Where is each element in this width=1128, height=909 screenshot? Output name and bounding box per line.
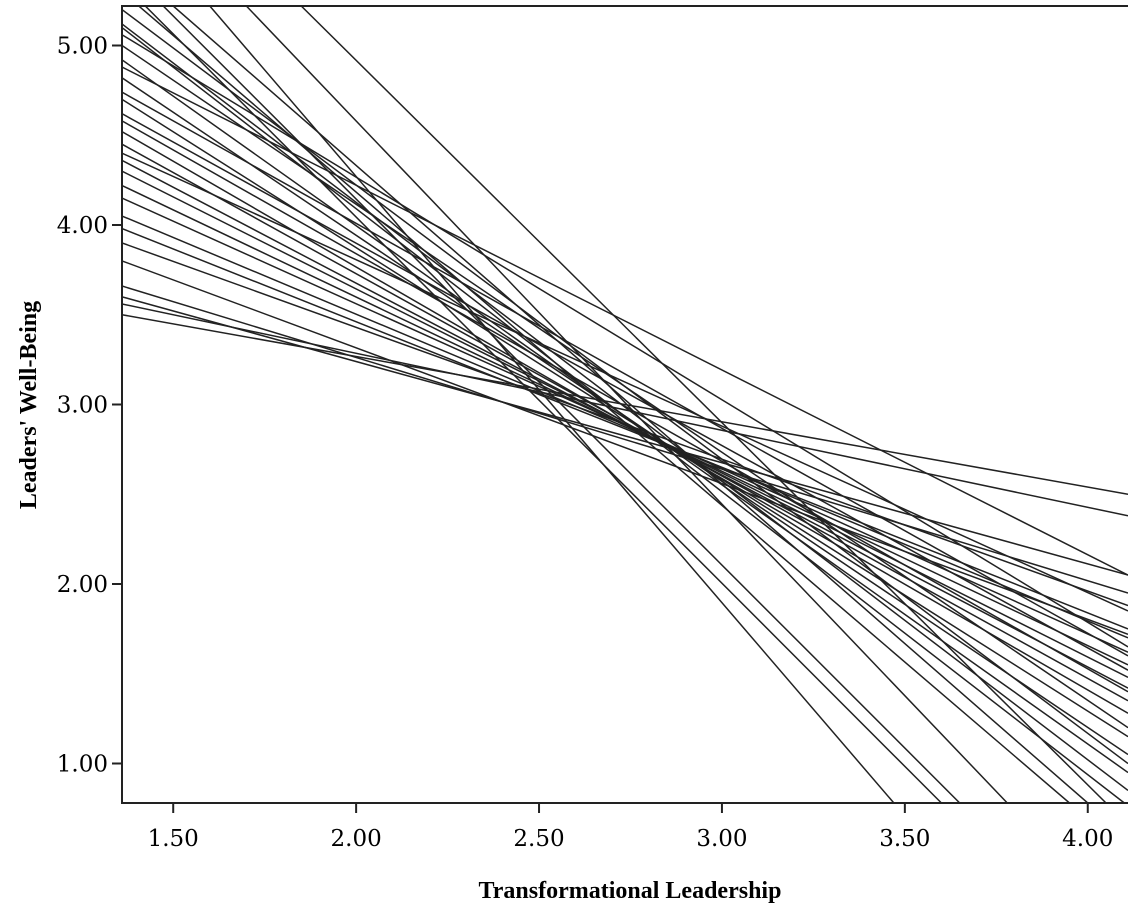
series-line-30 [300,6,1107,803]
x-tick-label: 2.50 [513,826,564,852]
x-axis-title: Transformational Leadership [479,878,782,904]
x-axis-ticks: 1.50 2.00 2.50 3.00 3.50 4.00 [148,803,1113,852]
series-lines [122,6,1128,803]
series-line-6 [122,227,1128,630]
series-line-25 [122,152,1128,612]
series-line-24 [122,66,1128,576]
series-line-34 [172,6,1089,803]
series-line-27 [144,6,942,803]
series-line-33 [122,26,1125,803]
series-line-31 [162,6,961,803]
x-tick-label: 2.00 [331,826,382,852]
series-line-17 [122,91,1128,657]
y-axis-ticks: 1.00 2.00 3.00 4.00 5.00 [57,33,122,778]
x-tick-label: 3.50 [879,826,930,852]
series-line-15 [122,113,1128,671]
y-tick-label: 2.00 [57,572,108,598]
y-tick-label: 3.00 [57,393,108,419]
series-line-21 [122,34,1128,648]
series-line-4 [122,285,1128,594]
series-line-3 [122,296,1128,576]
x-tick-label: 3.00 [696,826,747,852]
y-tick-label: 4.00 [57,213,108,239]
series-line-32 [137,6,1070,803]
series-line-11 [122,159,1128,689]
series-line-26 [122,260,1128,635]
x-tick-label: 1.50 [148,826,199,852]
series-line-16 [122,98,1128,738]
series-line-28 [209,6,895,803]
series-line-2 [122,303,1128,517]
series-line-7 [122,215,1128,639]
series-line-9 [122,184,1128,666]
series-line-23 [122,8,1128,765]
series-line-1 [122,314,1128,495]
series-line-29 [245,6,1008,803]
x-tick-label: 4.00 [1062,826,1113,852]
y-tick-label: 1.00 [57,752,108,778]
y-tick-label: 5.00 [57,33,108,59]
y-axis-title: Leaders' Well-Being [16,301,42,509]
